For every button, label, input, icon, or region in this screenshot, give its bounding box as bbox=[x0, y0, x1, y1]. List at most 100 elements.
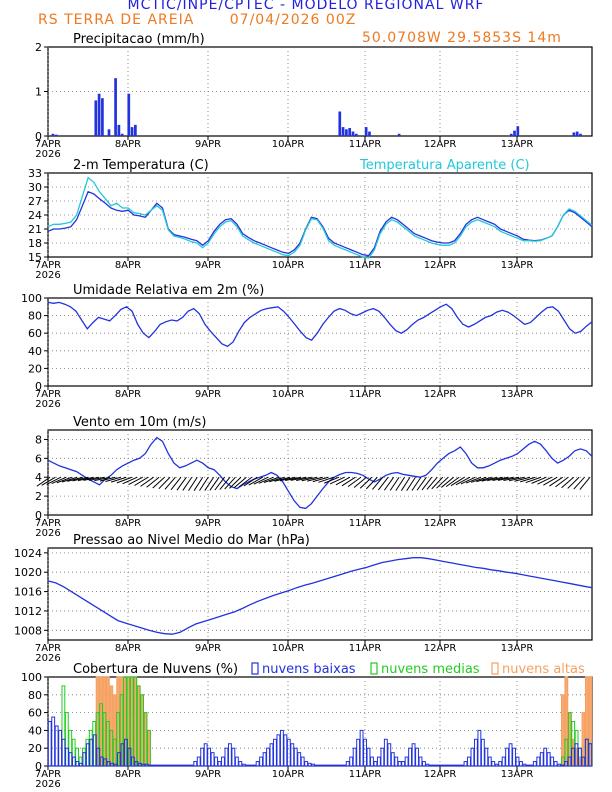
cloud-bar-0 bbox=[72, 756, 76, 767]
cloud-bar-0 bbox=[546, 752, 551, 767]
cloud-bar-0 bbox=[487, 756, 492, 767]
cloud-bar-0 bbox=[432, 764, 437, 767]
wind-arrow bbox=[164, 476, 176, 490]
precip-bar bbox=[509, 133, 513, 136]
cloud-bar-0 bbox=[130, 756, 135, 767]
cloud-bar-0 bbox=[148, 764, 153, 767]
wind-arrow bbox=[341, 476, 356, 487]
cloud-bar-0 bbox=[137, 762, 142, 767]
x-tick-label: 9APR bbox=[195, 260, 221, 271]
wind-arrow bbox=[105, 476, 122, 482]
series-line-0 bbox=[47, 301, 593, 348]
cloud-bar-0 bbox=[442, 764, 447, 767]
cloud-bar-0 bbox=[422, 761, 426, 767]
wind-arrow bbox=[214, 476, 225, 491]
x-tick-label: 7APR bbox=[35, 518, 61, 529]
cloud-bar-0 bbox=[200, 747, 205, 767]
precip-bar bbox=[114, 78, 117, 136]
cloud-bar-0 bbox=[103, 758, 108, 767]
wind-arrow bbox=[94, 476, 111, 482]
wind-arrow bbox=[51, 476, 67, 485]
precip-bar bbox=[368, 131, 371, 136]
cloud-bar-0 bbox=[408, 747, 413, 767]
y-tick-label: 20 bbox=[28, 742, 42, 755]
cloud-bar-0 bbox=[110, 762, 115, 767]
wind-arrow bbox=[41, 476, 56, 486]
wind-arrow bbox=[567, 476, 580, 489]
cloud-bar-0 bbox=[311, 763, 316, 767]
precip-bar bbox=[54, 134, 58, 136]
wind-arrow bbox=[290, 476, 307, 481]
cloud-bar-0 bbox=[363, 738, 367, 767]
cloud-bar-0 bbox=[169, 764, 173, 767]
cloud-bar-0 bbox=[196, 756, 201, 767]
cloud-bar-0 bbox=[345, 761, 350, 767]
wind-arrow bbox=[182, 476, 193, 491]
cloud-bar-0 bbox=[141, 763, 146, 767]
precip-bar bbox=[51, 133, 55, 136]
cloud-bar-0 bbox=[390, 752, 395, 767]
precip-bar bbox=[117, 124, 121, 136]
cloud-bar-0 bbox=[290, 743, 295, 767]
wind-arrow bbox=[324, 476, 340, 484]
cloud-bar-0 bbox=[262, 752, 267, 767]
cloud-bar-0 bbox=[172, 764, 177, 767]
cloud-bar-0 bbox=[297, 752, 302, 767]
x-tick-label: 13APR bbox=[501, 260, 534, 271]
x-tick-label: 7APR bbox=[35, 139, 61, 150]
cloud-bar-0 bbox=[47, 721, 52, 767]
cloud-bar-0 bbox=[418, 756, 423, 767]
cloud-bar-0 bbox=[155, 764, 160, 767]
wind-arrow bbox=[224, 476, 236, 490]
wind-arrow bbox=[318, 476, 334, 483]
wind-arrow bbox=[296, 476, 312, 481]
x-tick-label: 10APR bbox=[272, 518, 305, 529]
x-tick-label: 7APR bbox=[35, 769, 61, 780]
cloud-bar-0 bbox=[269, 743, 274, 767]
cloud-bar-0 bbox=[508, 743, 513, 767]
y-tick-label: 0 bbox=[35, 130, 42, 143]
wind-arrow bbox=[279, 476, 296, 482]
cloud-bar-2 bbox=[561, 694, 565, 767]
cloud-bar-0 bbox=[245, 764, 250, 767]
cloud-bar-0 bbox=[248, 764, 253, 767]
y-tick-label: 2 bbox=[35, 41, 42, 54]
x-tick-label: 8APR bbox=[115, 260, 141, 271]
x-tick-label: 10APR bbox=[272, 643, 305, 654]
cloud-bar-0 bbox=[144, 763, 149, 767]
cloud-bar-0 bbox=[179, 764, 184, 767]
wind-arrow bbox=[353, 476, 367, 488]
cloud-bar-0 bbox=[58, 729, 63, 767]
wind-arrow bbox=[56, 476, 72, 484]
wind-arrow bbox=[359, 476, 373, 489]
cloud-bar-0 bbox=[574, 743, 579, 767]
y-tick-label: 2 bbox=[35, 490, 42, 503]
wind-arrow bbox=[140, 476, 154, 487]
wind-arrow bbox=[219, 476, 231, 490]
wind-arrow bbox=[233, 476, 247, 489]
panel-title: 2-m Temperatura (C) bbox=[73, 158, 209, 173]
x-tick-label: 8APR bbox=[115, 643, 141, 654]
wind-arrow bbox=[431, 476, 444, 490]
panel-0: 0 1 2 7APR 8APR 9APR 10APR 11APR 12APR 13APR 2026 P… bbox=[35, 32, 593, 160]
legend-swatch bbox=[491, 662, 499, 675]
wind-arrow bbox=[193, 476, 204, 491]
x-tick-label: 12APR bbox=[424, 260, 457, 271]
cloud-bar-0 bbox=[491, 761, 496, 767]
wind-arrow bbox=[77, 476, 94, 482]
cloud-bar-0 bbox=[584, 738, 589, 767]
x-tick-label: 10APR bbox=[272, 769, 305, 780]
wind-arrow bbox=[158, 476, 171, 490]
cloud-bar-0 bbox=[428, 764, 433, 767]
y-tick-label: 24 bbox=[28, 209, 42, 222]
panel-title: Cobertura de Nuvens (%) bbox=[73, 662, 238, 677]
panel-title: Precipitacao (mm/h) bbox=[73, 32, 205, 47]
wind-arrow bbox=[497, 476, 514, 481]
coords-label: 50.0708W 29.5853S 14m bbox=[362, 30, 562, 46]
cloud-bar-0 bbox=[259, 756, 264, 767]
wind-arrow bbox=[263, 476, 280, 483]
y-tick-label: 6 bbox=[35, 452, 42, 465]
wind-arrow bbox=[347, 476, 362, 488]
precip-bar bbox=[348, 127, 352, 136]
